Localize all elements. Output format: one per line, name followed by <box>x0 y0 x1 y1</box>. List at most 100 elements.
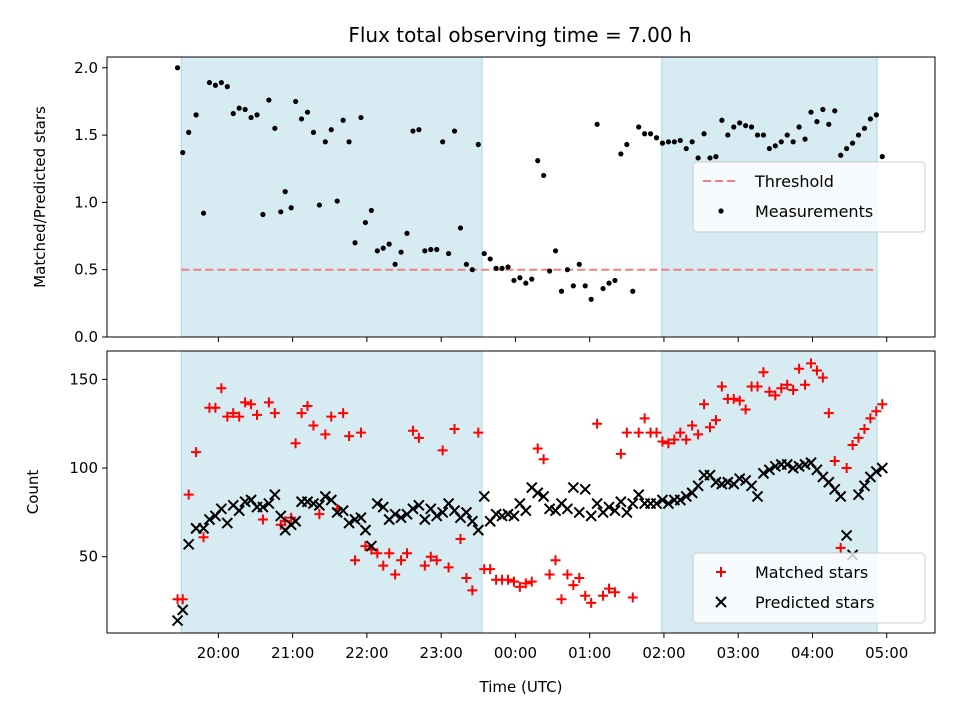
predicted-star-marker <box>579 483 591 496</box>
measurement-point <box>304 109 311 115</box>
measurement-point <box>322 139 328 145</box>
matched-star-marker <box>269 408 280 419</box>
matched-star-marker <box>568 580 579 591</box>
matched-star-marker <box>252 409 263 420</box>
matched-star-marker <box>835 542 846 553</box>
matched-star-marker <box>592 418 603 429</box>
y-tick-label: 1.0 <box>74 193 98 211</box>
measurement-point <box>505 264 511 270</box>
chart-title: Flux total observing time = 7.00 h <box>348 23 691 47</box>
shaded-band-1 <box>180 56 483 338</box>
measurement-point <box>541 172 547 179</box>
matched-star-marker <box>514 581 525 592</box>
matched-star-marker <box>865 413 876 424</box>
matched-star-marker <box>355 427 366 438</box>
measurement-point <box>174 65 181 71</box>
measurement-point <box>230 110 236 117</box>
measurement-point <box>334 198 340 204</box>
predicted-star-marker <box>757 467 770 480</box>
predicted-star-marker <box>395 512 407 524</box>
measurement-point <box>535 158 541 164</box>
predicted-star-marker <box>343 517 355 529</box>
plot-frame <box>106 350 936 634</box>
predicted-star-marker <box>233 504 245 517</box>
matched-star-marker <box>675 427 686 438</box>
y-tick-label: 1.5 <box>74 126 98 144</box>
measurement-point <box>206 79 213 86</box>
measurement-point <box>186 129 192 135</box>
measurement-point <box>713 154 719 160</box>
matched-star-marker <box>485 564 496 575</box>
plot-frame <box>106 56 936 338</box>
measurement-point <box>570 283 576 289</box>
matched-star-marker <box>663 438 674 449</box>
matched-star-marker <box>794 363 805 374</box>
measurement-point <box>636 124 642 130</box>
matched-star-marker <box>413 432 424 443</box>
predicted-star-marker <box>662 497 675 510</box>
measurement-point <box>428 246 434 253</box>
measurement-point <box>796 124 802 130</box>
predicted-star-marker <box>389 508 401 520</box>
matched-star-marker <box>532 443 543 454</box>
measurement-point <box>316 202 322 208</box>
matched-star-marker <box>228 408 239 419</box>
matched-star-marker <box>728 393 739 404</box>
matched-star-marker <box>473 427 484 438</box>
measurement-point <box>826 121 832 127</box>
measurement-point <box>260 211 266 218</box>
predicted-star-marker <box>591 497 603 510</box>
measurement-point <box>642 131 648 137</box>
predicted-star-marker <box>615 496 627 508</box>
predicted-star-marker <box>537 490 550 503</box>
predicted-star-marker <box>221 517 234 529</box>
predicted-star-marker <box>431 510 443 522</box>
matched-star-marker <box>811 365 822 376</box>
y-tick-label: 150 <box>69 370 98 388</box>
matched-star-marker <box>621 427 632 438</box>
measurement-point <box>546 268 553 274</box>
predicted-star-marker <box>532 487 544 499</box>
predicted-star-marker <box>609 504 621 517</box>
predicted-star-marker <box>508 510 520 522</box>
predicted-star-marker <box>680 490 692 503</box>
measurement-point <box>386 241 392 247</box>
x-tick-label: 03:00 <box>717 644 760 662</box>
predicted-star-marker <box>337 504 349 517</box>
predicted-star-marker <box>567 481 580 494</box>
matched-star-marker <box>437 445 448 456</box>
x-tick-label: 01:00 <box>568 644 611 662</box>
measurement-point <box>588 296 594 302</box>
predicted-star-marker <box>674 494 686 506</box>
top-panel: 0.0 0.5 1.0 1.5 2.0 Matched/Predicted stars Th… <box>31 56 936 346</box>
matched-star-marker <box>550 555 561 566</box>
measurement-point <box>224 84 230 90</box>
measurement-point <box>754 132 761 138</box>
measurement-point <box>737 120 743 126</box>
measurement-point <box>784 132 790 138</box>
measurement-point <box>293 98 299 105</box>
matched-star-marker <box>574 573 585 584</box>
predicted-star-marker <box>478 490 490 503</box>
matched-star-marker <box>257 514 268 525</box>
measurement-point <box>861 125 868 131</box>
matched-star-marker <box>609 587 620 598</box>
measurement-point <box>701 131 707 137</box>
measurement-point <box>254 112 260 118</box>
predicted-star-marker <box>472 524 485 536</box>
measurement-point <box>743 123 749 129</box>
predicted-star-marker <box>852 488 865 501</box>
predicted-star-marker <box>627 497 639 510</box>
matched-star-marker <box>191 447 202 458</box>
predicted-star-marker <box>319 490 332 503</box>
measurement-point <box>398 249 404 255</box>
measurement-point <box>487 256 493 262</box>
measurement-point <box>529 276 535 282</box>
measurement-point <box>832 108 838 114</box>
y-tick-label: 50 <box>79 548 98 566</box>
matched-star-marker <box>752 381 763 392</box>
predicted-star-marker <box>203 513 216 526</box>
matched-star-marker <box>800 379 811 390</box>
matched-star-marker <box>461 573 472 584</box>
y-tick-label: 0.0 <box>74 328 98 346</box>
